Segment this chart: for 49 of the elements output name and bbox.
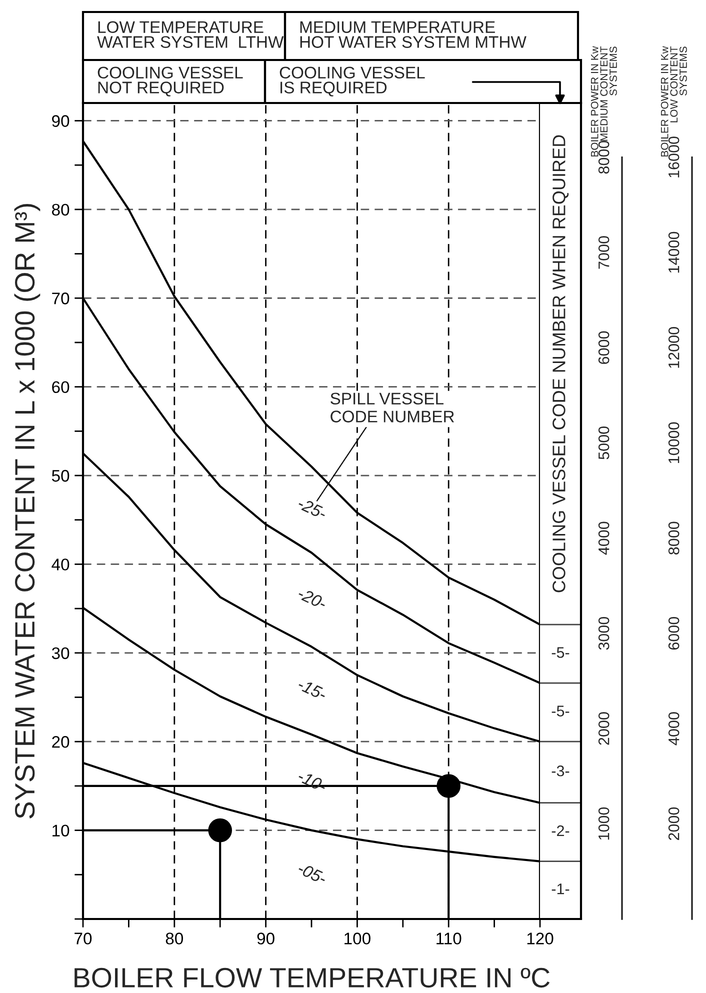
y-tick-label: 30	[52, 647, 70, 660]
y2-tick-label: 7000	[598, 236, 610, 269]
x-tick-label: 120	[527, 932, 554, 944]
y-tick-label: 10	[52, 824, 70, 837]
y2-tick-label: 3000	[598, 616, 610, 650]
text: MEDIUM TEMPERATURE HOT WATER SYSTEM MTHW	[300, 21, 526, 48]
x-tick-label: 70	[74, 932, 92, 944]
annotation: -15-	[296, 678, 328, 701]
x-tick-label: 80	[166, 932, 184, 944]
x-tick-label: 100	[344, 932, 370, 944]
y-tick-label: 60	[52, 381, 70, 394]
y3-tick-label: 8000	[668, 522, 680, 554]
text: LOW TEMPERATURE WATER SYSTEM LTHW	[97, 21, 284, 48]
y-tick-label: 90	[52, 115, 70, 127]
x-axis-title: BOILER FLOW TEMPERATURE IN ºC	[74, 968, 550, 988]
y-axis-title: SYSTEM WATER CONTENT IN L x 1000 (OR M³)	[14, 204, 40, 818]
y2-tick-label: 4000	[598, 522, 610, 555]
y-tick-label: 70	[52, 292, 70, 304]
text: COOLING VESSEL CODE NUMBER WHEN REQUIRED	[552, 135, 569, 592]
text: -1-	[552, 884, 570, 894]
y-tick-label: 50	[52, 470, 70, 482]
y3-tick-label: 6000	[668, 616, 680, 650]
y2-tick-label: 5000	[598, 426, 610, 460]
text: COOLING VESSEL NOT REQUIRED	[98, 66, 243, 96]
y3-tick-label: 14000	[668, 232, 680, 273]
x-tick-label: 90	[257, 932, 274, 944]
text: -3-	[552, 765, 570, 776]
annotation: -10-	[296, 770, 328, 793]
y3-tick-label: 16000	[668, 136, 680, 178]
text: COOLING VESSEL IS REQUIRED	[280, 66, 425, 96]
y2-tick-label: 1000	[598, 807, 610, 840]
y-tick-label: 40	[52, 558, 70, 570]
text: -5-	[552, 706, 570, 716]
text: -5-	[552, 647, 570, 658]
annotation: SPILL VESSEL CODE NUMBER	[330, 392, 454, 422]
y2-tick-label: 8000	[598, 140, 610, 174]
annotation: -25-	[296, 497, 328, 520]
text: -2-	[552, 825, 570, 836]
y3-tick-label: 12000	[668, 327, 680, 368]
annotation: -05-	[296, 862, 328, 885]
annotation: -20-	[296, 587, 328, 610]
y-tick-label: 80	[52, 204, 70, 216]
x-tick-label: 110	[436, 932, 462, 944]
y2-tick-label: 2000	[598, 712, 610, 745]
y2-tick-label: 6000	[598, 331, 610, 364]
y3-tick-label: 10000	[668, 422, 680, 463]
y3-tick-label: 4000	[668, 712, 680, 746]
y3-tick-label: 2000	[668, 807, 680, 840]
y-tick-label: 20	[52, 736, 70, 748]
